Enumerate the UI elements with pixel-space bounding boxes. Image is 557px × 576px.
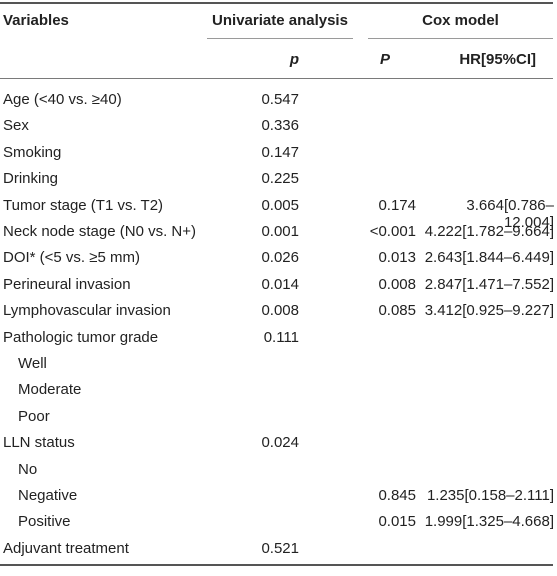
cox-underline bbox=[368, 38, 553, 39]
row-label: Negative bbox=[18, 487, 78, 504]
row-label: Pathologic tumor grade bbox=[3, 328, 159, 346]
table-row: Drinking 0.225 bbox=[0, 166, 553, 192]
table-row: LLN status 0.024 bbox=[0, 430, 553, 456]
row-label: Moderate bbox=[18, 381, 82, 399]
hazard-ratio-ci: 3.664[0.786–12.004] bbox=[466, 196, 554, 231]
header-hr-ci: HR[95%CI] bbox=[459, 51, 536, 68]
table-row: No bbox=[0, 457, 553, 483]
row-label: Tumor stage (T1 vs. T2) bbox=[3, 196, 164, 214]
row-label: Lymphovascular invasion bbox=[3, 302, 171, 320]
row-label: DOI* (<5 vs. ≥5 mm) bbox=[3, 249, 140, 267]
row-label: Perineural invasion bbox=[3, 275, 131, 293]
table-top-rule bbox=[0, 2, 553, 4]
table-row: Adjuvant treatment 0.521 bbox=[0, 536, 553, 562]
table-row: Moderate bbox=[0, 377, 553, 403]
row-label: Sex bbox=[3, 117, 29, 135]
univariate-p-value: 0.225 bbox=[261, 170, 299, 188]
table-row: Sex 0.336 bbox=[0, 113, 553, 139]
univariate-p-value: 0.005 bbox=[261, 196, 299, 214]
cox-p-value: 0.013 bbox=[378, 249, 416, 267]
cox-p-value: 0.015 bbox=[378, 513, 416, 531]
table-row: Tumor stage (T1 vs. T2) 0.005 0.174 3.664[0… bbox=[0, 193, 554, 231]
header-p-univariate: p bbox=[289, 51, 299, 68]
table-row: Positive 0.015 1.999[1.325–4.668] bbox=[0, 509, 554, 535]
cox-p-value: 0.085 bbox=[378, 302, 416, 320]
table-row: Age (<40 vs. ≥40) 0.547 bbox=[0, 87, 553, 113]
row-label: Neck node stage (N0 vs. N+) bbox=[3, 223, 197, 240]
row-label: No bbox=[18, 460, 38, 478]
table-bottom-rule bbox=[0, 564, 553, 566]
header-p-cox: P bbox=[379, 51, 390, 68]
table-row: Well bbox=[0, 351, 553, 377]
hazard-ratio-ci: 4.222[1.782–9.664] bbox=[424, 223, 554, 240]
univariate-p-value: 0.547 bbox=[261, 91, 299, 108]
cox-p-value: 0.845 bbox=[378, 487, 416, 504]
table-row: DOI* (<5 vs. ≥5 mm) 0.026 0.013 2.643[1.844… bbox=[0, 245, 554, 271]
header-univariate-analysis: Univariate analysis bbox=[212, 12, 348, 29]
row-label: Adjuvant treatment bbox=[3, 539, 129, 557]
hazard-ratio-ci: 2.847[1.471–7.552] bbox=[424, 275, 554, 293]
table-row: Neck node stage (N0 vs. N+) 0.001 <0.001 4.… bbox=[0, 219, 554, 245]
header-bottom-rule bbox=[0, 78, 553, 79]
row-label: Age (<40 vs. ≥40) bbox=[3, 91, 122, 108]
table-row: Pathologic tumor grade 0.111 bbox=[0, 325, 553, 351]
table-row: Perineural invasion 0.014 0.008 2.847[1.471… bbox=[0, 272, 554, 298]
header-cox-model: Cox model bbox=[422, 12, 499, 29]
univariate-underline bbox=[207, 38, 353, 39]
univariate-p-value: 0.521 bbox=[261, 539, 299, 557]
univariate-p-value: 0.147 bbox=[261, 143, 299, 161]
row-label: Well bbox=[18, 355, 47, 372]
cox-p-value: 0.008 bbox=[378, 275, 416, 293]
univariate-p-value: 0.026 bbox=[261, 249, 299, 267]
hazard-ratio-ci: 3.412[0.925–9.227] bbox=[424, 302, 554, 320]
univariate-p-value: 0.336 bbox=[261, 117, 299, 135]
row-label: Positive bbox=[18, 513, 71, 531]
table-row: Smoking 0.147 bbox=[0, 140, 553, 166]
cox-p-value: 0.174 bbox=[378, 196, 416, 214]
cox-p-value: <0.001 bbox=[369, 223, 416, 240]
hazard-ratio-ci: 2.643[1.844–6.449] bbox=[424, 249, 554, 267]
univariate-p-value: 0.008 bbox=[261, 302, 299, 320]
row-label: LLN status bbox=[3, 434, 75, 452]
row-label: Drinking bbox=[3, 170, 59, 188]
header-variables: Variables bbox=[3, 12, 69, 29]
univariate-p-value: 0.024 bbox=[261, 434, 299, 452]
univariate-p-value: 0.014 bbox=[261, 275, 299, 293]
hazard-ratio-ci: 1.999[1.325–4.668] bbox=[424, 513, 554, 531]
row-label: Poor bbox=[18, 407, 50, 425]
univariate-p-value: 0.001 bbox=[261, 223, 299, 240]
univariate-p-value: 0.111 bbox=[263, 328, 299, 346]
table-row: Poor bbox=[0, 404, 553, 430]
table-row: Negative 0.845 1.235[0.158–2.111] bbox=[0, 483, 554, 509]
row-label: Smoking bbox=[3, 143, 62, 161]
hazard-ratio-ci: 1.235[0.158–2.111] bbox=[426, 487, 554, 504]
table-row: Lymphovascular invasion 0.008 0.085 3.412[0… bbox=[0, 298, 554, 324]
